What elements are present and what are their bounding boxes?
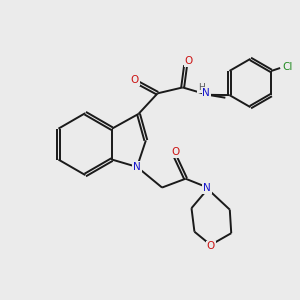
Text: O: O xyxy=(171,147,179,157)
Text: N: N xyxy=(204,182,212,193)
Text: H: H xyxy=(198,83,205,92)
Text: N: N xyxy=(133,162,141,172)
Text: O: O xyxy=(184,56,193,66)
Text: Cl: Cl xyxy=(282,62,293,72)
Text: N: N xyxy=(202,88,210,98)
Text: N: N xyxy=(203,183,211,193)
Text: O: O xyxy=(131,75,139,85)
Text: O: O xyxy=(206,242,215,251)
